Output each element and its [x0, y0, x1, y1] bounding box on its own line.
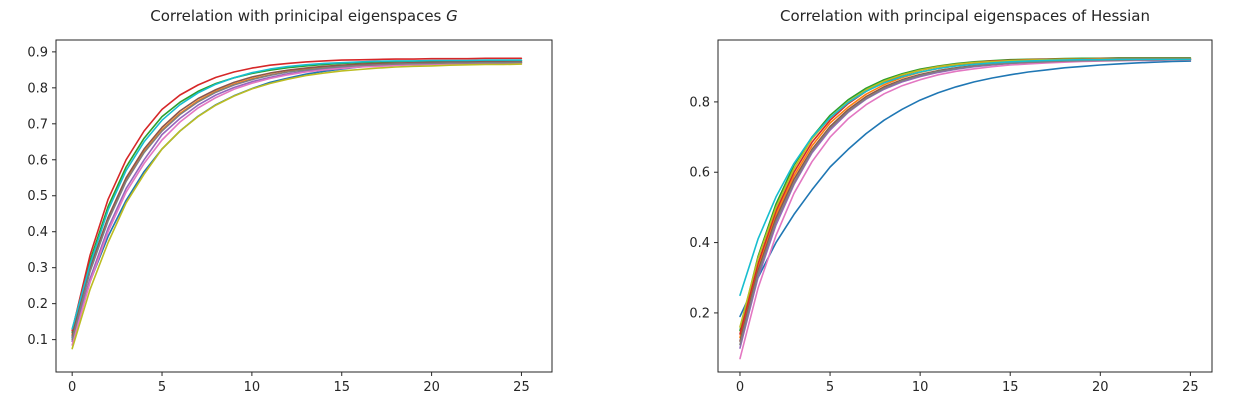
- x-tick-label: 0: [736, 380, 744, 395]
- series-line: [71, 60, 523, 339]
- series-line: [739, 58, 1192, 297]
- y-tick-label: 0.9: [27, 45, 48, 60]
- x-tick-label: 0: [68, 380, 76, 395]
- series-line: [739, 58, 1192, 328]
- series-line: [71, 57, 523, 332]
- x-tick-label: 20: [423, 380, 440, 395]
- series-line: [739, 60, 1192, 318]
- x-tick-label: 20: [1092, 380, 1109, 395]
- y-tick-label: 0.8: [689, 95, 710, 110]
- y-tick-label: 0.4: [689, 236, 710, 251]
- series-line: [71, 63, 523, 350]
- x-tick-label: 10: [912, 380, 929, 395]
- x-tick-label: 25: [513, 380, 530, 395]
- right-chart-plot: 0 5 10 15 20 25 0.2 0.4 0.6 0.8: [689, 39, 1213, 395]
- y-tick-label: 0.6: [27, 153, 48, 168]
- series-line: [739, 58, 1192, 349]
- y-tick-label: 0.8: [27, 81, 48, 96]
- x-tick-label: 15: [1002, 380, 1019, 395]
- left-chart-plot: 0 5 10 15 20 25 0.1 0.2 0.3 0.4 0.5 0.6 0.7 0.8 0.9: [27, 39, 553, 395]
- left-chart-title-math-symbol: G: [446, 7, 458, 25]
- right-chart-title-text: Correlation with principal eigenspaces o…: [780, 7, 1150, 25]
- series-line: [71, 62, 523, 346]
- series-line: [71, 61, 523, 341]
- y-tick-label: 0.2: [27, 297, 48, 312]
- series-line: [739, 58, 1192, 346]
- x-tick-label: 10: [244, 380, 261, 395]
- y-tick-label: 0.3: [27, 261, 48, 276]
- axes-frame: [55, 39, 553, 373]
- series-line: [71, 59, 523, 334]
- x-tick-label: 25: [1182, 380, 1199, 395]
- y-tick-label: 0.4: [27, 225, 48, 240]
- left-chart-title: Correlation with prinicipal eigenspaces …: [56, 6, 552, 26]
- axes-frame: [717, 39, 1213, 373]
- series-line: [739, 59, 1192, 360]
- series-line: [71, 60, 523, 337]
- y-tick-label: 0.1: [27, 333, 48, 348]
- x-tick-label: 5: [158, 380, 166, 395]
- series-line: [739, 58, 1192, 339]
- y-tick-label: 0.5: [27, 189, 48, 204]
- x-tick-label: 5: [826, 380, 834, 395]
- y-tick-label: 0.7: [27, 117, 48, 132]
- series-line: [71, 61, 523, 343]
- y-tick-label: 0.6: [689, 166, 710, 181]
- series-line: [71, 61, 523, 336]
- series-line: [71, 59, 523, 330]
- y-tick-label: 0.2: [689, 306, 710, 321]
- series-line: [739, 57, 1192, 332]
- left-chart-title-text: Correlation with prinicipal eigenspaces: [150, 7, 447, 25]
- right-chart-title: Correlation with principal eigenspaces o…: [718, 6, 1212, 26]
- series-line: [739, 58, 1192, 342]
- x-tick-label: 15: [333, 380, 350, 395]
